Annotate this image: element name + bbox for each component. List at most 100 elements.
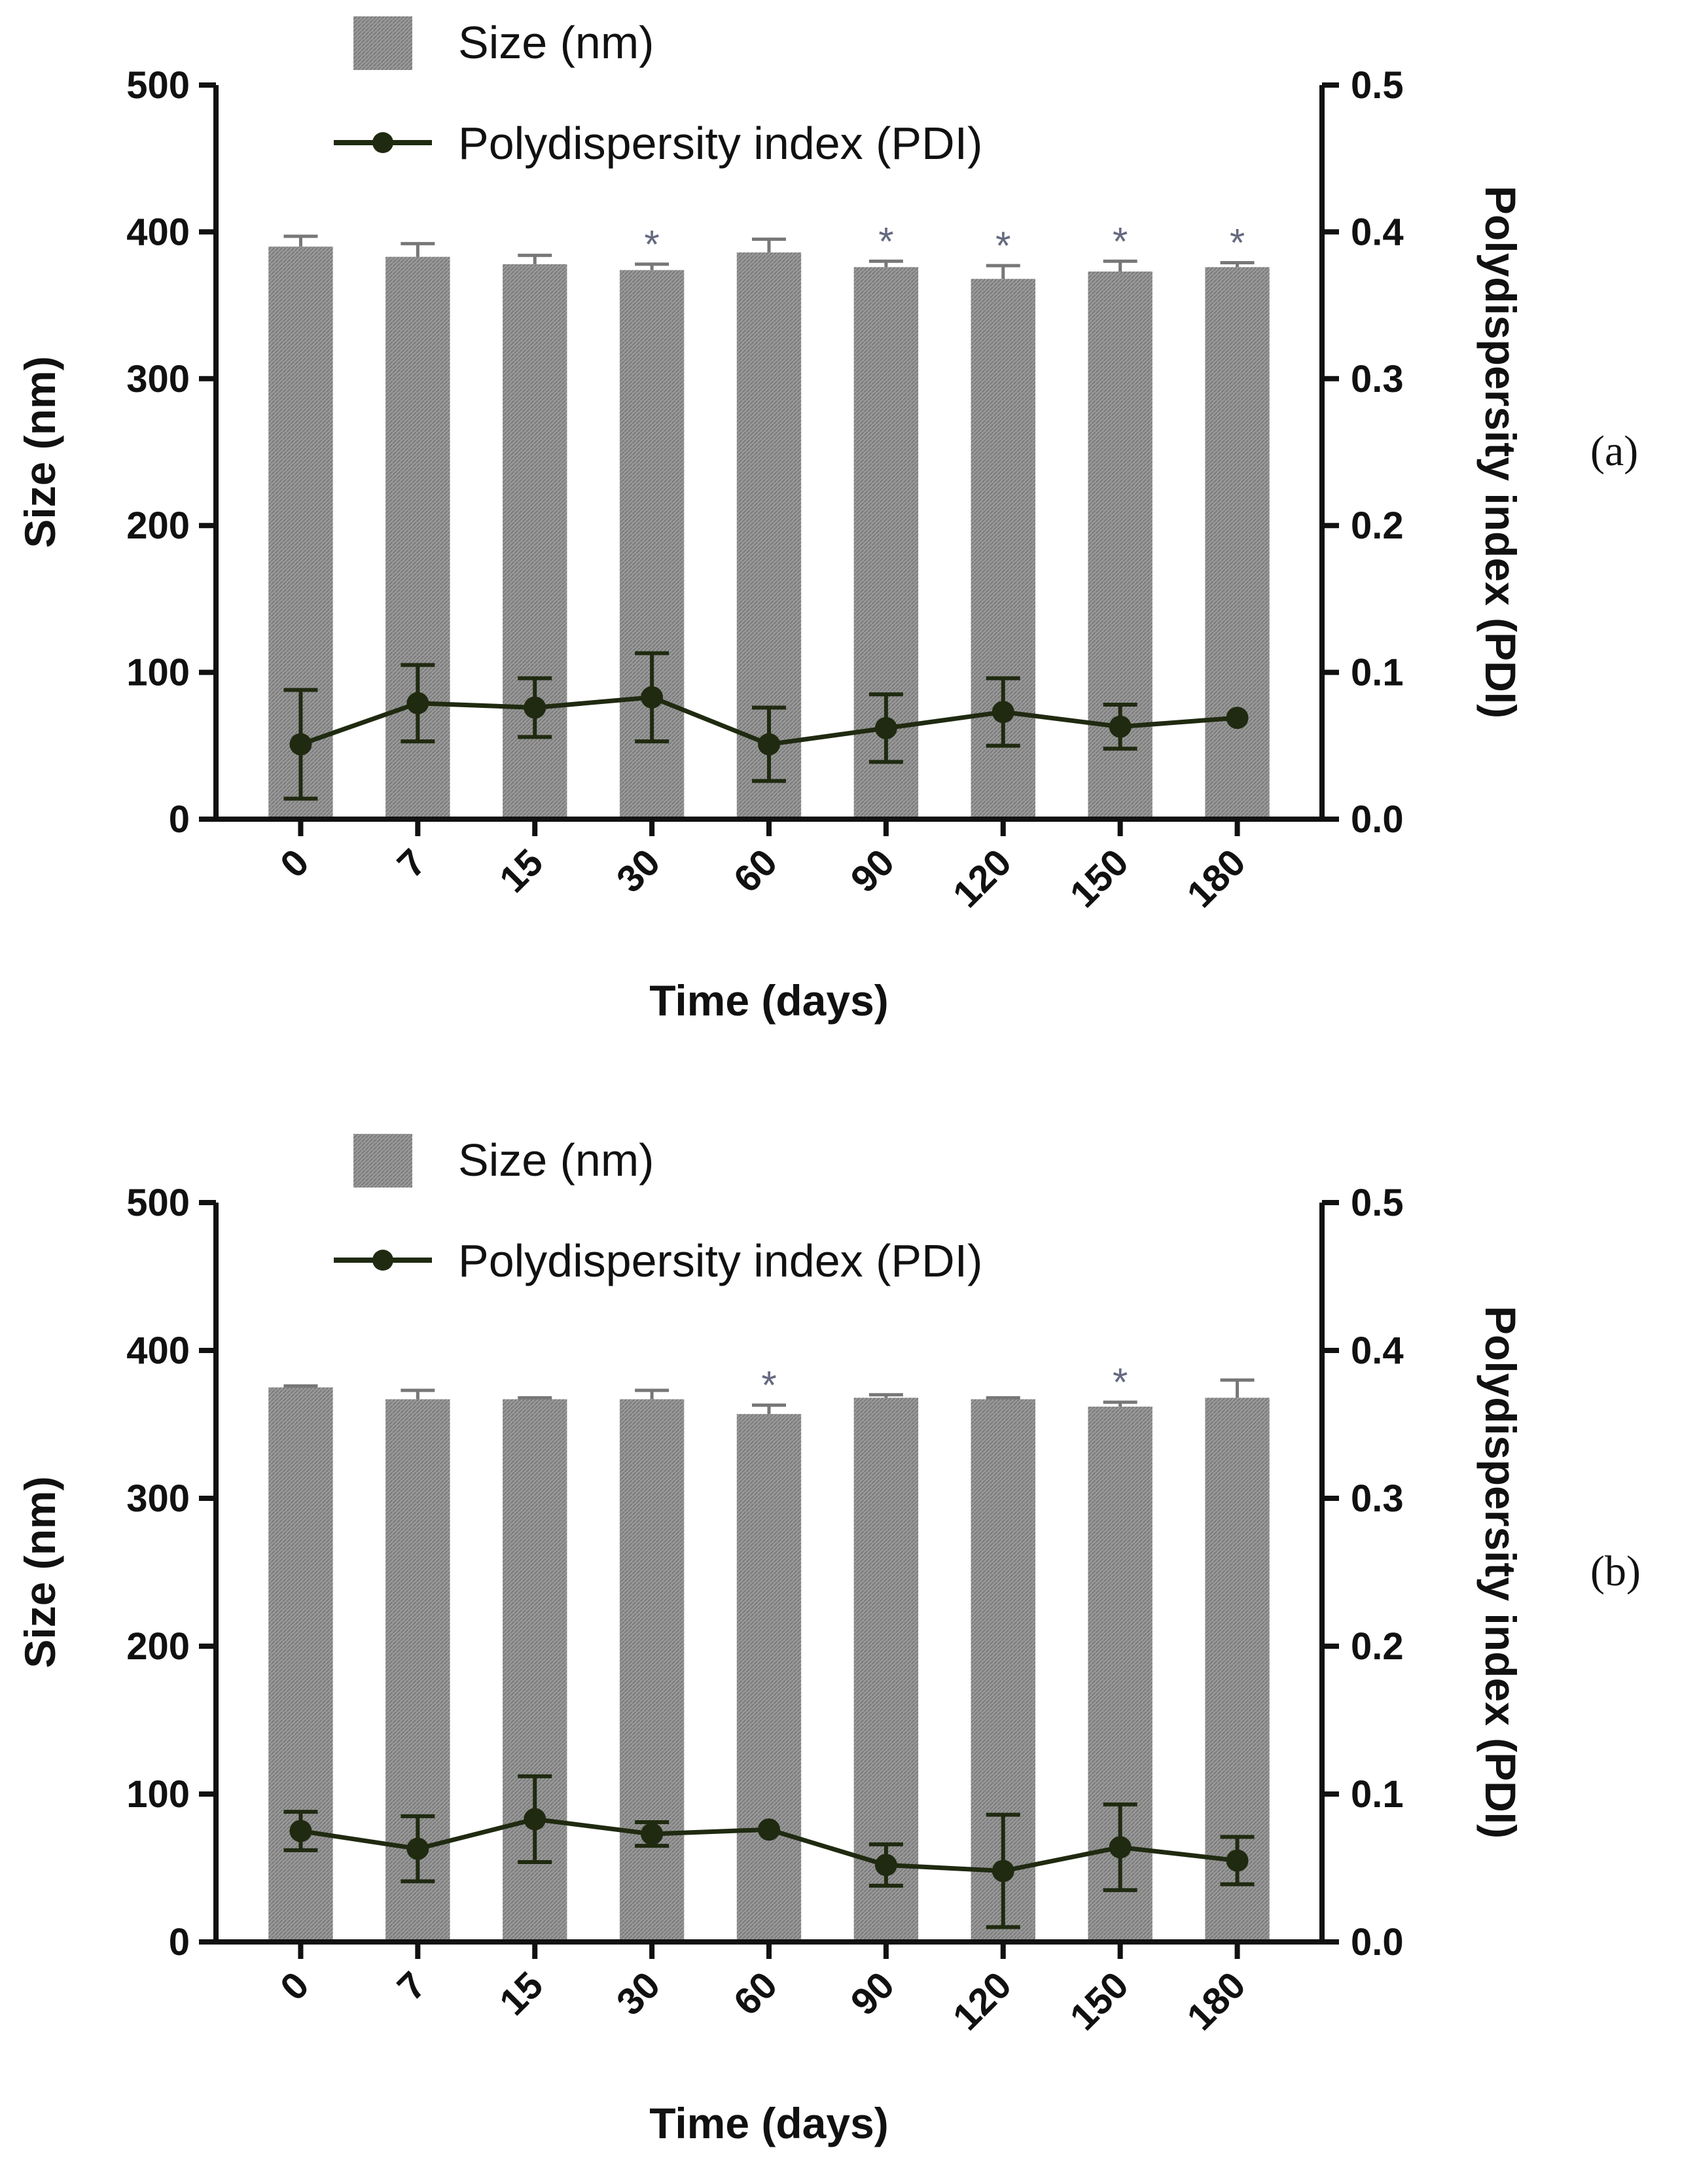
left-tick-label: 300 <box>126 358 190 400</box>
significance-mark: * <box>878 219 893 263</box>
pdi-point <box>1226 707 1249 730</box>
right-tick-label: 0.0 <box>1351 1921 1404 1964</box>
right-tick-label: 0.3 <box>1351 358 1404 400</box>
left-tick-label: 0 <box>169 798 190 841</box>
right-tick-label: 0.4 <box>1351 211 1404 253</box>
pdi-point <box>641 1823 664 1846</box>
axes <box>199 1200 1339 1959</box>
x-tick-label: 30 <box>609 841 669 901</box>
legend-line-label: Polydispersity index (PDI) <box>458 1235 982 1286</box>
left-tick-label: 100 <box>126 652 190 694</box>
right-tick-label: 0.1 <box>1351 652 1404 694</box>
left-tick-label: 0 <box>169 1921 190 1964</box>
x-tick-label: 15 <box>491 1964 552 2024</box>
size-bar <box>268 1387 333 1942</box>
left-tick-label: 200 <box>126 504 190 547</box>
pdi-point <box>758 1818 780 1841</box>
pdi-point <box>406 1837 429 1860</box>
pdi-point <box>289 733 312 756</box>
left-tick-label: 100 <box>126 1773 190 1816</box>
right-tick-label: 0.2 <box>1351 504 1404 547</box>
x-tick-label: 60 <box>726 1964 786 2024</box>
x-tick-label: 90 <box>842 1964 902 2024</box>
legend-line-label: Polydispersity index (PDI) <box>458 118 982 169</box>
x-tick-label: 7 <box>389 841 435 886</box>
y2-axis-title: Polydispersity index (PDI) <box>1476 186 1525 718</box>
legend-marker-swatch <box>372 1250 393 1271</box>
pdi-point <box>524 696 546 719</box>
pdi-point <box>874 716 897 739</box>
right-tick-label: 0.5 <box>1351 64 1404 107</box>
left-tick-label: 200 <box>126 1625 190 1668</box>
significance-mark: * <box>995 224 1010 268</box>
size-bar <box>1205 267 1270 820</box>
pdi-point <box>1109 715 1132 738</box>
left-tick-label: 300 <box>126 1477 190 1520</box>
x-tick-labels: 0 7 15 30 60 90 120 150 180 <box>272 1964 1254 2038</box>
right-tick-label: 0.4 <box>1351 1330 1404 1372</box>
size-error-bars <box>283 234 1255 279</box>
x-tick-label: 0 <box>272 1964 317 2009</box>
size-bar <box>619 1399 685 1942</box>
x-tick-label: 150 <box>1062 841 1136 915</box>
legend: Size (nm) Polydispersity index (PDI) <box>334 16 982 169</box>
size-bars <box>268 1387 1270 1942</box>
left-tick-label: 400 <box>126 1330 190 1372</box>
x-tick-label: 15 <box>491 841 552 901</box>
significance-mark: * <box>644 222 659 266</box>
pdi-point <box>874 1854 897 1876</box>
x-axis-title: Time (days) <box>649 2099 889 2147</box>
significance-mark: * <box>1113 1360 1128 1404</box>
x-tick-label: 0 <box>272 841 317 886</box>
pdi-point <box>1226 1849 1249 1872</box>
right-tick-label: 0.5 <box>1351 1182 1404 1224</box>
right-tick-label: 0.1 <box>1351 1773 1404 1816</box>
x-tick-label: 180 <box>1179 1964 1253 2038</box>
size-bar <box>736 1414 802 1942</box>
x-tick-label: 120 <box>945 1964 1020 2038</box>
x-axis-title: Time (days) <box>649 976 889 1025</box>
legend-bar-label: Size (nm) <box>458 17 654 68</box>
legend-bar-swatch <box>353 1134 412 1188</box>
pdi-point <box>406 692 429 714</box>
pdi-line <box>283 1774 1255 1929</box>
x-tick-label: 150 <box>1062 1964 1136 2038</box>
left-tick-label: 500 <box>126 1182 190 1224</box>
significance-mark: * <box>1230 221 1245 265</box>
legend-bar-label: Size (nm) <box>458 1135 654 1186</box>
significance-marks: * * <box>761 1360 1128 1407</box>
x-tick-label: 180 <box>1179 841 1253 915</box>
left-tick-labels: 0 100 200 300 400 500 <box>126 64 190 841</box>
right-tick-label: 0.3 <box>1351 1477 1404 1520</box>
pdi-line <box>283 651 1249 801</box>
y2-axis-title: Polydispersity index (PDI) <box>1476 1306 1525 1839</box>
pdi-point <box>991 1859 1014 1882</box>
right-tick-labels: 0.0 0.1 0.2 0.3 0.4 0.5 <box>1351 1182 1404 1964</box>
significance-mark: * <box>761 1364 776 1407</box>
right-tick-labels: 0.0 0.1 0.2 0.3 0.4 0.5 <box>1351 64 1404 841</box>
right-tick-label: 0.2 <box>1351 1625 1404 1668</box>
x-tick-label: 60 <box>726 841 786 901</box>
left-tick-label: 400 <box>126 211 190 253</box>
significance-marks: * * * * * <box>644 219 1245 268</box>
legend-marker-swatch <box>372 132 393 153</box>
panel-label: (b) <box>1590 1547 1641 1595</box>
pdi-point <box>289 1820 312 1842</box>
pdi-point <box>758 733 780 756</box>
size-error-bars <box>283 1378 1255 1415</box>
legend-bar-swatch <box>353 16 412 70</box>
x-tick-label: 30 <box>609 1964 669 2024</box>
x-tick-labels: 0 7 15 30 60 90 120 150 180 <box>272 841 1254 915</box>
pdi-point <box>641 686 664 709</box>
significance-mark: * <box>1113 219 1128 263</box>
panel-label: (a) <box>1590 427 1638 475</box>
x-tick-label: 7 <box>389 1964 435 2009</box>
x-tick-label: 120 <box>945 841 1020 915</box>
y-axis-title: Size (nm) <box>16 356 64 548</box>
legend: Size (nm) Polydispersity index (PDI) <box>334 1134 982 1286</box>
pdi-point <box>1109 1836 1132 1859</box>
